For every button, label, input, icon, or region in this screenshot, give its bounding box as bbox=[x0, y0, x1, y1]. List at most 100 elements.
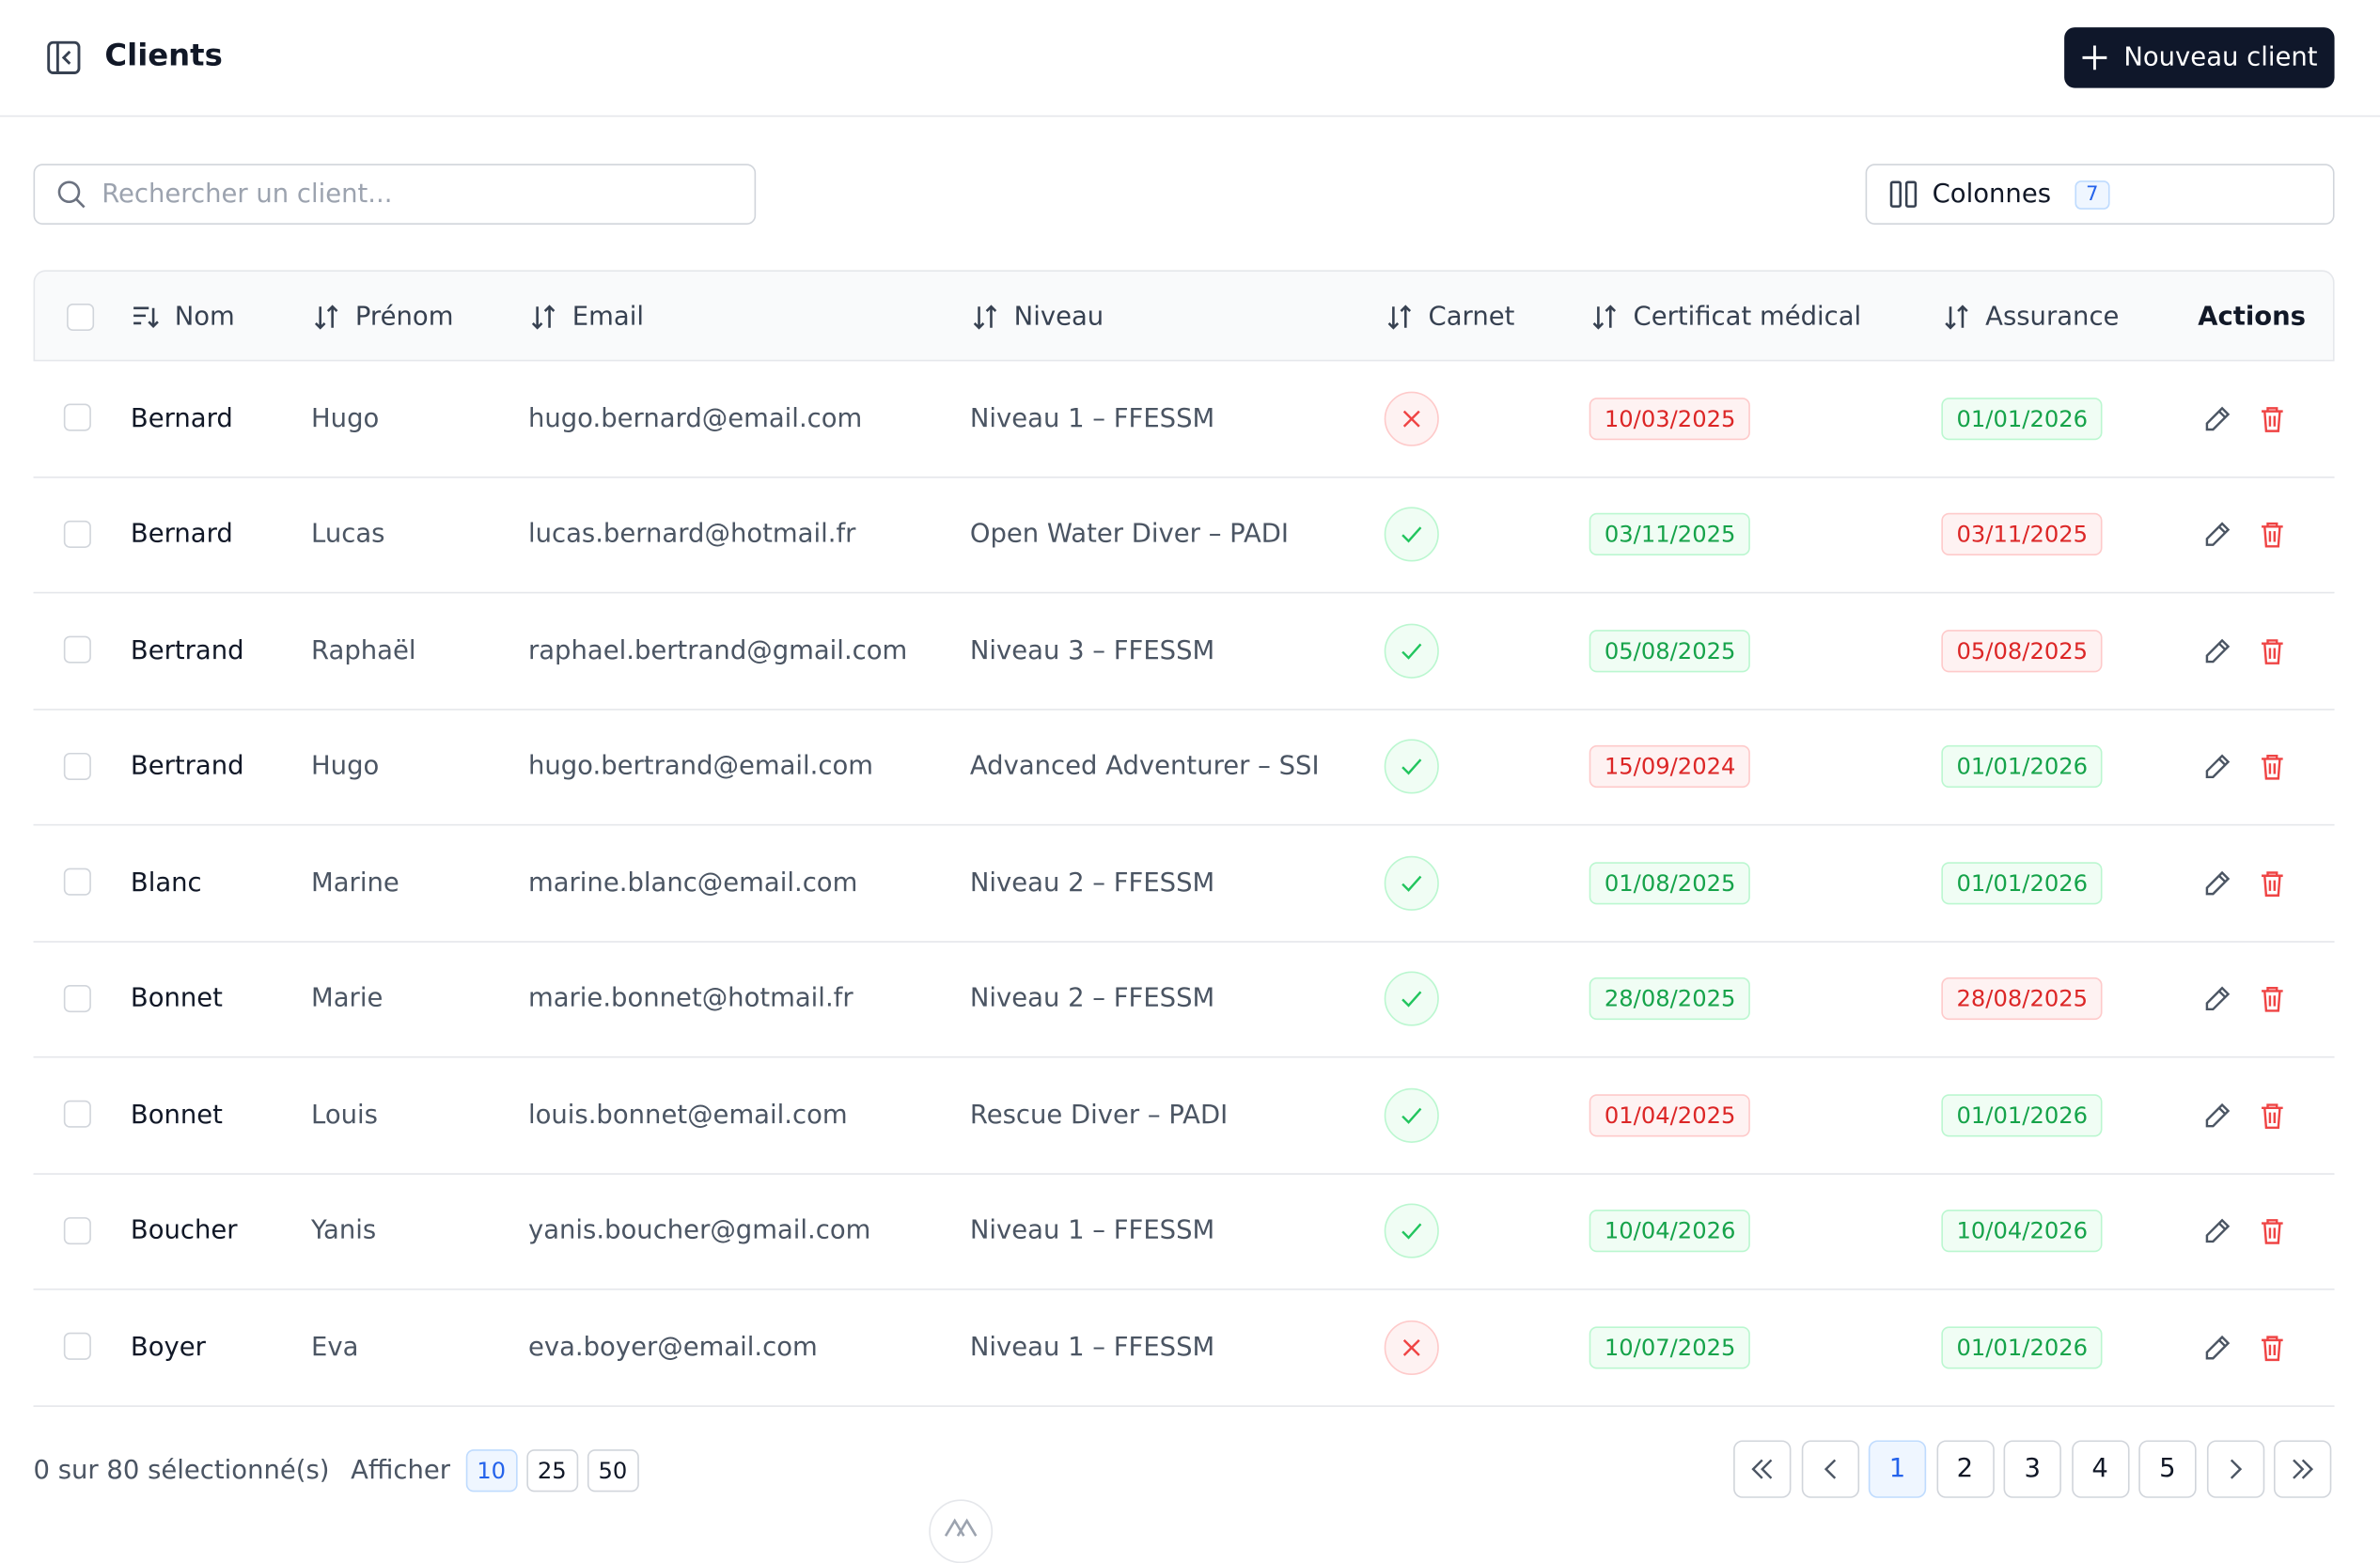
row-checkbox[interactable] bbox=[63, 984, 91, 1012]
row-checkbox[interactable] bbox=[63, 867, 91, 896]
column-header[interactable]: Prénom bbox=[313, 272, 453, 363]
column-header[interactable]: Email bbox=[530, 272, 644, 363]
row-checkbox[interactable] bbox=[63, 403, 91, 431]
level-cell: Open Water Diver – PADI bbox=[970, 477, 1289, 591]
edit-button[interactable] bbox=[2204, 868, 2231, 896]
page-button[interactable]: 2 bbox=[1935, 1440, 1995, 1498]
status-glyph bbox=[1401, 758, 1422, 775]
delete-button[interactable] bbox=[2260, 636, 2284, 664]
email-cell: hugo.bernard@email.com bbox=[528, 361, 862, 475]
page-button[interactable]: 5 bbox=[2138, 1440, 2197, 1498]
delete-icon bbox=[2262, 638, 2283, 664]
page-size-group: 10 25 50 bbox=[465, 1449, 639, 1493]
table-row: Bertrand Raphaël raphael.bertrand@gmail.co… bbox=[33, 593, 2335, 710]
insurance-badge: 10/04/2026 bbox=[1941, 1209, 2104, 1253]
column-header[interactable]: Assurance bbox=[1943, 272, 2119, 363]
edit-button[interactable] bbox=[2204, 404, 2231, 431]
delete-button[interactable] bbox=[2260, 404, 2284, 432]
page-button[interactable]: 3 bbox=[2003, 1440, 2061, 1498]
row-checkbox[interactable] bbox=[63, 520, 91, 548]
next-page[interactable] bbox=[2206, 1440, 2264, 1498]
delete-button[interactable] bbox=[2260, 868, 2284, 897]
medical-cert-badge: 01/08/2025 bbox=[1589, 861, 1751, 904]
row-checkbox[interactable] bbox=[63, 752, 91, 780]
prev-page[interactable] bbox=[1800, 1440, 1859, 1498]
table-header: Nom Prénom Email Niveau Carnet Certificat méd… bbox=[33, 270, 2335, 363]
actions-cell bbox=[2197, 942, 2285, 1055]
delete-button[interactable] bbox=[2260, 985, 2284, 1012]
logo-icon bbox=[944, 1518, 978, 1537]
page-title: Clients bbox=[104, 36, 223, 73]
column-header[interactable]: Carnet bbox=[1386, 272, 1514, 363]
search-input[interactable]: Rechercher un client... bbox=[33, 164, 757, 225]
edit-icon bbox=[2205, 1218, 2231, 1243]
column-header[interactable]: Niveau bbox=[971, 272, 1104, 363]
actions-cell bbox=[2197, 710, 2285, 823]
delete-button[interactable] bbox=[2260, 753, 2284, 780]
page-button[interactable]: 4 bbox=[2071, 1440, 2129, 1498]
page-size-option[interactable]: 25 bbox=[525, 1449, 578, 1493]
sort-icon bbox=[1387, 305, 1412, 330]
delete-button[interactable] bbox=[2260, 1334, 2284, 1361]
edit-button[interactable] bbox=[2204, 753, 2231, 780]
delete-button[interactable] bbox=[2260, 1102, 2284, 1129]
logbook-valid-icon bbox=[1384, 1087, 1439, 1143]
delete-button[interactable] bbox=[2260, 1217, 2284, 1244]
status-glyph bbox=[1401, 1223, 1422, 1240]
footer-left: 0 sur 80 sélectionné(s) Afficher 10 25 50 bbox=[34, 1442, 639, 1499]
edit-button[interactable] bbox=[2204, 636, 2231, 664]
insurance-cell: 05/08/2025 bbox=[1941, 593, 2104, 707]
last-name: Blanc bbox=[130, 867, 202, 899]
insurance-cell: 28/08/2025 bbox=[1941, 942, 2104, 1055]
medical-cert-cell: 01/08/2025 bbox=[1589, 825, 1751, 939]
row-checkbox[interactable] bbox=[63, 635, 91, 664]
logbook-cell bbox=[1384, 593, 1439, 707]
actions-cell bbox=[2197, 1290, 2285, 1404]
next-page-icon bbox=[2230, 1459, 2242, 1479]
medical-cert-cell: 28/08/2025 bbox=[1589, 942, 1751, 1055]
actions-cell bbox=[2197, 825, 2285, 939]
level: Niveau 1 – FFESSM bbox=[969, 1331, 1215, 1363]
logbook-cell bbox=[1384, 361, 1439, 475]
page-button[interactable]: 1 bbox=[1868, 1440, 1927, 1498]
edit-button[interactable] bbox=[2204, 1102, 2231, 1129]
first-page[interactable] bbox=[1733, 1440, 1792, 1498]
medical-cert-badge: 10/03/2025 bbox=[1589, 397, 1751, 440]
edit-button[interactable] bbox=[2204, 1217, 2231, 1244]
sort-icon bbox=[314, 305, 338, 330]
status-glyph bbox=[1401, 642, 1422, 659]
medical-cert-badge: 05/08/2025 bbox=[1589, 629, 1751, 672]
delete-button[interactable] bbox=[2260, 521, 2284, 548]
last-page-icon bbox=[2293, 1459, 2314, 1479]
row-checkbox[interactable] bbox=[63, 1332, 91, 1360]
first-name-cell: Marine bbox=[311, 825, 399, 939]
level: Rescue Diver – PADI bbox=[969, 1099, 1229, 1131]
row-checkbox[interactable] bbox=[63, 1216, 91, 1244]
edit-button[interactable] bbox=[2204, 1334, 2231, 1361]
select-all-checkbox[interactable] bbox=[67, 303, 95, 332]
page-size-option[interactable]: 10 bbox=[465, 1449, 518, 1493]
delete-icon bbox=[2262, 1102, 2283, 1129]
new-client-button[interactable]: Nouveau client bbox=[2064, 27, 2335, 88]
search-placeholder: Rechercher un client... bbox=[102, 179, 393, 210]
sidebar-toggle[interactable] bbox=[47, 40, 81, 75]
name-cell: Blanc bbox=[131, 825, 202, 939]
delete-icon bbox=[2262, 870, 2283, 897]
row-checkbox[interactable] bbox=[63, 1100, 91, 1128]
page-size-option[interactable]: 50 bbox=[587, 1449, 639, 1493]
last-page[interactable] bbox=[2273, 1440, 2332, 1498]
name-cell: Bernard bbox=[131, 361, 233, 475]
medical-cert-badge: 10/04/2026 bbox=[1589, 1209, 1751, 1253]
column-header[interactable]: Nom bbox=[132, 272, 235, 363]
sort-icon bbox=[1945, 305, 1968, 330]
email: hugo.bertrand@email.com bbox=[527, 751, 874, 782]
insurance-cell: 03/11/2025 bbox=[1941, 477, 2104, 591]
first-name: Hugo bbox=[311, 402, 380, 434]
columns-button[interactable]: Colonnes 7 bbox=[1865, 164, 2335, 225]
edit-button[interactable] bbox=[2204, 985, 2231, 1012]
columns-icon bbox=[1889, 180, 1918, 208]
insurance-badge: 01/01/2026 bbox=[1941, 397, 2104, 440]
column-header[interactable]: Certificat médical bbox=[1590, 272, 1861, 363]
edit-button[interactable] bbox=[2204, 521, 2231, 548]
